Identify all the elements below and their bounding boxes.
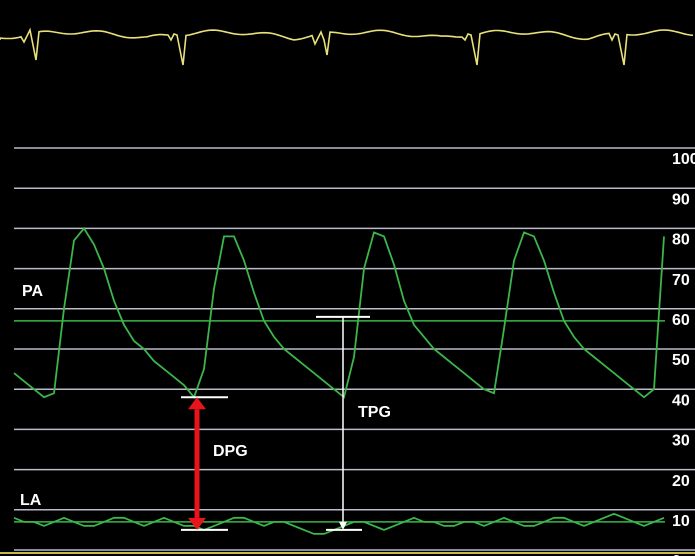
- arrow-head: [188, 518, 206, 530]
- monitor: 0102030405060708090100PALATPGDPG: [0, 0, 695, 556]
- y-tick-label: 60: [672, 312, 690, 329]
- annotation-label: TPG: [358, 404, 391, 421]
- series-line: [14, 228, 664, 397]
- y-tick-label: 80: [672, 232, 690, 249]
- y-tick-label: 10: [672, 513, 690, 530]
- arrow-head: [188, 397, 206, 409]
- y-tick-label: 40: [672, 392, 690, 409]
- y-tick-label: 30: [672, 433, 690, 450]
- y-tick-label: 70: [672, 272, 690, 289]
- y-tick-label: 50: [672, 352, 690, 369]
- series-label: LA: [20, 492, 42, 509]
- y-tick-label: 90: [672, 191, 690, 208]
- y-tick-label: 100: [672, 151, 695, 168]
- annotation-label: DPG: [213, 443, 248, 460]
- ecg-trace: [0, 30, 693, 65]
- y-tick-label: 20: [672, 473, 690, 490]
- series-label: PA: [22, 283, 43, 300]
